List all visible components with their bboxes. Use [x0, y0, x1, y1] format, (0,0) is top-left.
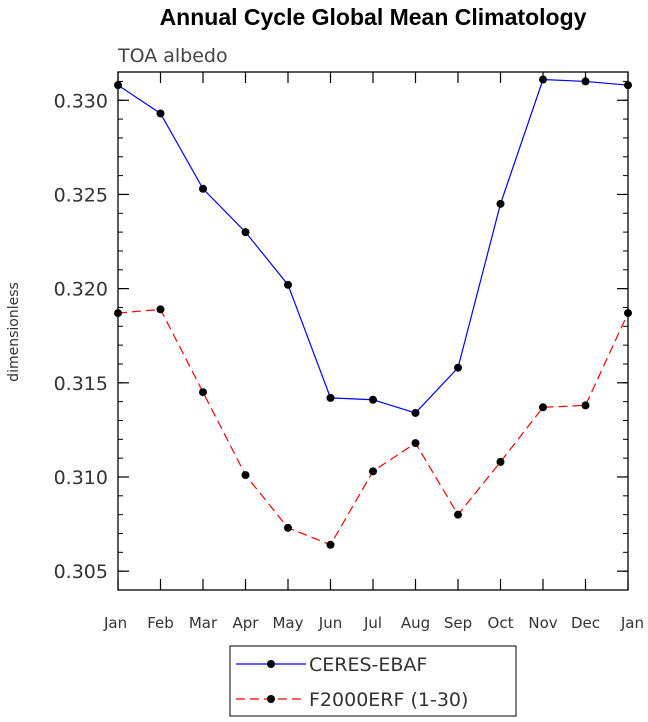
x-tick-label: Jan: [103, 614, 127, 632]
data-point-ceres-ebaf: [241, 228, 250, 237]
y-tick-label: 0.325: [54, 184, 108, 206]
series-line-ceres-ebaf: [117, 78, 629, 414]
data-point-ceres-ebaf: [411, 408, 420, 417]
data-point-f2000erf-1-30: [199, 388, 207, 397]
data-point-ceres-ebaf: [156, 109, 165, 118]
x-tick-label: Oct: [488, 614, 514, 632]
legend-label-ceres-ebaf: CERES-EBAF: [309, 654, 427, 676]
x-tick-label: Mar: [189, 614, 218, 632]
axis-ticks: [117, 72, 629, 591]
y-tick-label: 0.315: [54, 373, 108, 395]
x-tick-labels: Jan Feb Mar Apr May Jun Jul Aug Sep Oct Nov Dec Jan: [103, 614, 644, 632]
x-tick-label: Aug: [401, 614, 430, 632]
data-point-f2000erf-1-30: [496, 457, 505, 466]
x-tick-label: Jun: [318, 614, 342, 632]
x-tick-label: Apr: [233, 614, 260, 632]
legend-label-f2000erf: F2000ERF (1-30): [309, 689, 468, 711]
y-tick-label: 0.320: [54, 279, 108, 301]
x-tick-label: Dec: [571, 614, 600, 632]
series-line-f2000erf-1-30: [117, 308, 629, 546]
data-point-ceres-ebaf: [496, 199, 505, 208]
data-point-f2000erf-1-30: [369, 467, 377, 476]
x-tick-label: Jan: [620, 614, 644, 632]
y-axis-label: dimensionless: [6, 282, 22, 382]
data-point-f2000erf-1-30: [241, 471, 250, 480]
legend-marker-ceres-ebaf: [267, 660, 275, 668]
chart-subtitle: TOA albedo: [117, 45, 228, 67]
data-point-ceres-ebaf: [454, 363, 462, 372]
legend-marker-f2000erf: [267, 695, 275, 703]
y-tick-label: 0.330: [54, 90, 108, 112]
y-tick-label: 0.305: [54, 561, 108, 583]
data-point-f2000erf-1-30: [156, 305, 165, 314]
y-tick-label: 0.310: [54, 467, 108, 489]
data-point-f2000erf-1-30: [411, 439, 420, 448]
x-tick-label: Sep: [444, 614, 472, 632]
data-point-ceres-ebaf: [369, 395, 377, 404]
data-point-f2000erf-1-30: [284, 523, 292, 532]
x-tick-label: Feb: [147, 614, 174, 632]
series-layer: [114, 75, 632, 549]
data-point-f2000erf-1-30: [539, 403, 547, 412]
data-point-ceres-ebaf: [539, 75, 547, 84]
data-point-f2000erf-1-30: [454, 510, 462, 519]
data-point-ceres-ebaf: [581, 77, 590, 86]
x-tick-label: Jul: [363, 614, 382, 632]
plot-frame: [117, 71, 629, 591]
data-point-ceres-ebaf: [326, 393, 335, 402]
x-tick-label: Nov: [528, 614, 557, 632]
legend: CERES-EBAF F2000ERF (1-30): [229, 645, 517, 717]
data-point-ceres-ebaf: [199, 184, 207, 193]
data-point-ceres-ebaf: [284, 280, 292, 289]
chart-title: Annual Cycle Global Mean Climatology: [160, 4, 587, 30]
x-tick-label: May: [272, 614, 303, 632]
data-point-f2000erf-1-30: [581, 401, 590, 410]
data-point-f2000erf-1-30: [326, 540, 335, 549]
y-tick-labels: 0.305 0.310 0.315 0.320 0.325 0.330: [54, 90, 108, 583]
legend-box: [229, 645, 517, 717]
